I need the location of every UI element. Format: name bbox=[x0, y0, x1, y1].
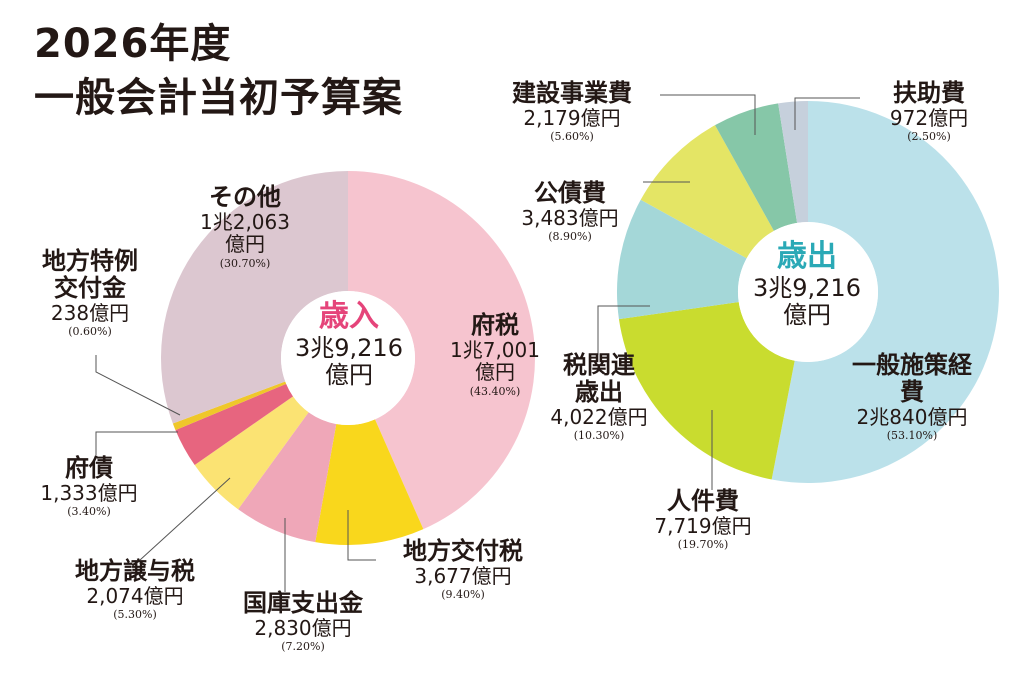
revenue-leader-fusai bbox=[95, 431, 178, 455]
expenditure-label-name: 扶助費 bbox=[893, 79, 965, 107]
expenditure-label-name: 税関連歳出 bbox=[563, 351, 635, 406]
revenue-center-value: 3兆9,216 bbox=[295, 333, 403, 362]
expenditure-center-unit: 億円 bbox=[783, 301, 831, 330]
revenue-label-percent: (9.40%) bbox=[441, 588, 485, 602]
revenue-label-fuzei: 府税 1兆7,001 億円 (43.40%) bbox=[440, 312, 550, 398]
expenditure-label-amount: 2兆840億円 bbox=[856, 404, 968, 429]
expenditure-label-percent: (19.70%) bbox=[677, 538, 729, 552]
expenditure-label-percent: (8.90%) bbox=[548, 230, 592, 244]
expenditure-label-name: 公債費 bbox=[534, 179, 606, 207]
expenditure-center-title: 歳出 bbox=[777, 239, 837, 274]
expenditure-label-kensetsu: 建設事業費 2,179億円 (5.60%) bbox=[492, 80, 652, 144]
expenditure-label-percent: (5.60%) bbox=[550, 130, 594, 144]
revenue-label-percent: (5.30%) bbox=[113, 608, 157, 622]
revenue-label-percent: (3.40%) bbox=[67, 505, 111, 519]
expenditure-slice-2 bbox=[617, 199, 747, 320]
revenue-label-percent: (43.40%) bbox=[469, 384, 521, 398]
revenue-label-name: 府税 bbox=[471, 311, 519, 339]
expenditure-slice-1 bbox=[618, 301, 795, 480]
revenue-label-percent: (30.70%) bbox=[219, 256, 271, 270]
revenue-label-name: 国庫支出金 bbox=[243, 589, 363, 617]
expenditure-label-amount: 7,719億円 bbox=[654, 513, 752, 538]
expenditure-leader-zei-kanren bbox=[597, 305, 650, 355]
revenue-label-percent: (7.20%) bbox=[281, 640, 325, 654]
revenue-center-title: 歳入 bbox=[319, 299, 379, 334]
title-main: 一般会計当初予算案 bbox=[34, 75, 403, 121]
expenditure-label-name: 人件費 bbox=[667, 487, 739, 515]
expenditure-slice-5 bbox=[778, 101, 808, 223]
expenditure-leader-fujohi bbox=[794, 97, 860, 130]
revenue-label-name: その他 bbox=[209, 183, 281, 211]
expenditure-label-zei-kanren: 税関連歳出 4,022億円 (10.30%) bbox=[524, 352, 674, 442]
expenditure-label-jinkenhi: 人件費 7,719億円 (19.70%) bbox=[628, 488, 778, 552]
revenue-label-amount: 2,074億円 bbox=[86, 583, 184, 608]
revenue-slice-1 bbox=[315, 419, 424, 545]
title-year: 2026年度 bbox=[34, 21, 232, 67]
expenditure-center-value: 3兆9,216 bbox=[753, 273, 861, 302]
revenue-donut-hole bbox=[281, 291, 415, 425]
revenue-slice-2 bbox=[238, 412, 337, 543]
revenue-label-name: 地方特例交付金 bbox=[42, 247, 138, 302]
expenditure-slice-4 bbox=[715, 103, 798, 231]
revenue-slice-0 bbox=[348, 171, 535, 530]
revenue-leader-tokurei bbox=[95, 355, 181, 416]
revenue-label-fusai: 府債 1,333億円 (3.40%) bbox=[14, 455, 164, 519]
revenue-leader-chiho-kofuzei bbox=[347, 510, 376, 561]
revenue-label-name: 地方譲与税 bbox=[75, 557, 195, 585]
revenue-label-tokurei-kofukin: 地方特例交付金 238億円 (0.60%) bbox=[20, 248, 160, 338]
revenue-leader-joyozei bbox=[139, 477, 231, 561]
revenue-label-amount: 1,333億円 bbox=[40, 480, 138, 505]
revenue-label-chiho-joyozei: 地方譲与税 2,074億円 (5.30%) bbox=[50, 558, 220, 622]
revenue-label-sonota: その他 1兆2,063 億円 (30.70%) bbox=[180, 184, 310, 270]
revenue-center-label: 歳入 3兆9,216 億円 bbox=[287, 299, 411, 390]
expenditure-leader-kensetsu bbox=[660, 94, 756, 135]
expenditure-donut-hole bbox=[738, 222, 878, 362]
revenue-label-amount: 238億円 bbox=[50, 300, 130, 325]
expenditure-label-percent: (53.10%) bbox=[886, 429, 938, 443]
revenue-label-name: 府債 bbox=[65, 454, 113, 482]
expenditure-label-amount: 972億円 bbox=[889, 105, 969, 130]
expenditure-label-name: 一般施策経費 bbox=[852, 351, 972, 406]
revenue-slice-3 bbox=[194, 396, 309, 510]
revenue-label-amount: 1兆7,001 億円 bbox=[450, 337, 540, 385]
expenditure-label-ippan-shisaku: 一般施策経費 2兆840億円 (53.10%) bbox=[832, 352, 992, 442]
revenue-label-amount: 2,830億円 bbox=[254, 615, 352, 640]
expenditure-label-amount: 4,022億円 bbox=[550, 404, 648, 429]
revenue-label-kokko-shishutsukin: 国庫支出金 2,830億円 (7.20%) bbox=[218, 590, 388, 654]
revenue-label-amount: 3,677億円 bbox=[414, 563, 512, 588]
expenditure-center-label: 歳出 3兆9,216 億円 bbox=[745, 239, 869, 330]
expenditure-label-name: 建設事業費 bbox=[512, 79, 632, 107]
expenditure-slice-0 bbox=[771, 101, 999, 483]
revenue-label-amount: 1兆2,063 億円 bbox=[200, 209, 290, 257]
expenditure-label-percent: (10.30%) bbox=[573, 429, 625, 443]
expenditure-label-amount: 3,483億円 bbox=[521, 205, 619, 230]
expenditure-label-percent: (2.50%) bbox=[907, 130, 951, 144]
expenditure-label-kosaihi: 公債費 3,483億円 (8.90%) bbox=[500, 180, 640, 244]
revenue-slice-6 bbox=[161, 171, 348, 424]
revenue-label-percent: (0.60%) bbox=[68, 325, 112, 339]
revenue-center-unit: 億円 bbox=[325, 361, 373, 390]
expenditure-slice-3 bbox=[640, 125, 774, 259]
revenue-slice-5 bbox=[172, 381, 287, 431]
revenue-slice-4 bbox=[175, 383, 294, 466]
revenue-label-chiho-kofuzei: 地方交付税 3,677億円 (9.40%) bbox=[378, 538, 548, 602]
revenue-label-name: 地方交付税 bbox=[403, 537, 523, 565]
expenditure-label-amount: 2,179億円 bbox=[523, 105, 621, 130]
expenditure-label-fujohi: 扶助費 972億円 (2.50%) bbox=[864, 80, 994, 144]
